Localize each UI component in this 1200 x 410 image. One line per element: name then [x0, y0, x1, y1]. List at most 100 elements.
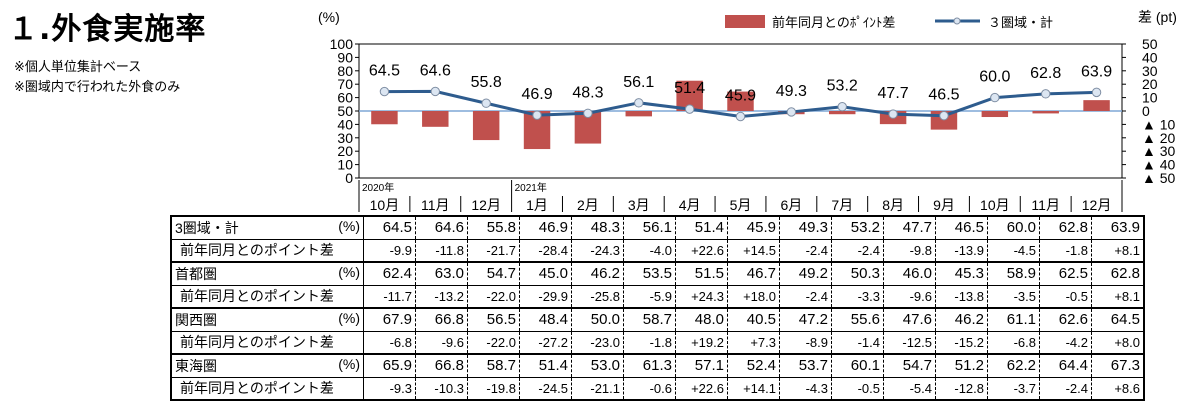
table-cell: -22.0: [467, 330, 520, 355]
right-axis-tick-label: ▲ 50: [1142, 170, 1176, 186]
table-cell: +18.0: [727, 284, 780, 309]
month-tick-label: 5月: [730, 197, 752, 213]
rate-point: [583, 108, 593, 118]
diff-bar: [472, 111, 500, 141]
table-cell: +8.0: [1091, 330, 1145, 355]
table-cell: -22.0: [467, 284, 520, 309]
diff-bar: [1032, 111, 1059, 114]
table-cell: 49.2: [779, 261, 832, 286]
month-tick-label: 11月: [421, 197, 450, 213]
table-cell: 58.9: [987, 261, 1040, 286]
row-unit: (%): [338, 355, 360, 372]
table-cell: 62.5: [1039, 261, 1092, 286]
table-cell: 51.4: [675, 215, 728, 240]
rate-data-label: 64.5: [369, 63, 400, 80]
row-unit: (%): [338, 263, 360, 280]
table-cell: -6.8: [987, 330, 1040, 355]
table-cell: +14.1: [727, 376, 780, 401]
month-tick-label: 10月: [980, 197, 1010, 213]
left-axis-tick-label: 20: [337, 143, 353, 159]
table-cell: 57.1: [675, 353, 728, 378]
table-cell: -9.9: [363, 238, 416, 263]
right-axis-unit: 差 (pt): [1138, 9, 1177, 25]
table-cell: -24.5: [519, 376, 572, 401]
note-aggregation: ※個人単位集計ベース: [14, 60, 142, 75]
month-tick-label: 8月: [882, 197, 904, 213]
month-tick-label: 10月: [370, 197, 400, 213]
table-cell: -3.5: [987, 284, 1040, 309]
table-cell: -6.8: [363, 330, 416, 355]
table-cell: -21.7: [467, 238, 520, 263]
rate-point: [1091, 87, 1102, 98]
table-cell: 55.6: [831, 307, 884, 332]
month-tick-label: 7月: [831, 197, 853, 213]
table-cell: 52.4: [727, 353, 780, 378]
right-axis-tick-label: 50: [1142, 36, 1158, 52]
table-cell: 55.8: [467, 215, 520, 240]
table-cell: 56.5: [467, 307, 520, 332]
table-cell: 47.2: [779, 307, 832, 332]
table-cell: -4.5: [987, 238, 1040, 263]
table-cell: 63.9: [1091, 215, 1145, 240]
month-tick-label: 12月: [1082, 197, 1112, 213]
month-tick-label: 1月: [526, 197, 548, 213]
rate-data-label: 47.7: [878, 85, 909, 102]
row-label-text: 東海圏: [175, 357, 217, 374]
table-cell: -0.6: [623, 376, 676, 401]
table-cell: 46.2: [571, 261, 624, 286]
rate-data-label: 45.9: [725, 87, 756, 104]
rate-data-label: 49.3: [776, 83, 807, 100]
rate-point: [1041, 89, 1051, 99]
table-cell: 45.9: [727, 215, 780, 240]
table-cell: 62.2: [987, 353, 1040, 378]
table-cell: 62.8: [1039, 215, 1092, 240]
table-cell: 61.3: [623, 353, 676, 378]
month-tick-label: 4月: [679, 197, 701, 213]
table-cell: -4.3: [779, 376, 832, 401]
table-cell: -12.5: [883, 330, 936, 355]
table-cell: 58.7: [467, 353, 520, 378]
table-row-region: 首都圏 (%) 62.4 63.0 54.7 45.0 46.2 53.5 51.5 46.7 49…: [170, 261, 1145, 286]
table-cell: 64.5: [363, 215, 416, 240]
table-cell: -9.6: [883, 284, 936, 309]
table-row-diff: 前年同月とのポイント差 -11.7 -13.2 -22.0 -29.9 -25.8 -5.9…: [170, 284, 1145, 309]
row-label-text: 前年同月とのポイント差: [180, 334, 334, 351]
table-cell: -2.4: [1039, 376, 1092, 401]
right-axis-tick-label: 40: [1142, 49, 1158, 65]
table-cell: +22.6: [675, 238, 728, 263]
row-label: 東海圏 (%): [170, 353, 364, 378]
rate-point: [379, 86, 390, 97]
table-cell: +8.6: [1091, 376, 1145, 401]
table-cell: 51.4: [519, 353, 572, 378]
table-row-diff: 前年同月とのポイント差 -6.8 -9.6 -22.0 -27.2 -23.0 -1.8 +1…: [170, 330, 1145, 355]
rate-point: [735, 111, 746, 122]
table-row-diff: 前年同月とのポイント差 -9.9 -11.8 -21.7 -28.4 -24.3 -4.0 +…: [170, 238, 1145, 263]
rate-point: [684, 104, 695, 114]
left-axis-unit: (%): [318, 9, 340, 25]
table-cell: -9.8: [883, 238, 936, 263]
rate-data-label: 46.9: [521, 86, 552, 103]
table-cell: -13.9: [935, 238, 988, 263]
table-cell: -2.4: [779, 284, 832, 309]
table-cell: 62.6: [1039, 307, 1092, 332]
left-axis-tick-label: 70: [337, 76, 353, 92]
table-cell: -24.3: [571, 238, 624, 263]
table-cell: -11.7: [363, 284, 416, 309]
row-label-text: 前年同月とのポイント差: [180, 380, 334, 397]
table-cell: -13.2: [415, 284, 468, 309]
table-cell: -1.8: [1039, 238, 1092, 263]
table-cell: 60.1: [831, 353, 884, 378]
right-axis-tick-label: 0: [1142, 103, 1150, 119]
table-cell: 53.5: [623, 261, 676, 286]
legend-bar-swatch: [725, 15, 765, 28]
table-cell: -2.4: [779, 238, 832, 263]
table-cell: 46.2: [935, 307, 988, 332]
diff-bar: [625, 111, 652, 117]
right-axis-tick-label: ▲ 30: [1142, 143, 1176, 159]
left-axis-tick-label: 60: [337, 90, 353, 106]
table-cell: -11.8: [415, 238, 468, 263]
table-cell: +7.3: [727, 330, 780, 355]
left-axis-tick-label: 30: [337, 130, 353, 146]
diff-bar: [981, 111, 1009, 118]
rate-data-label: 51.4: [674, 80, 705, 97]
